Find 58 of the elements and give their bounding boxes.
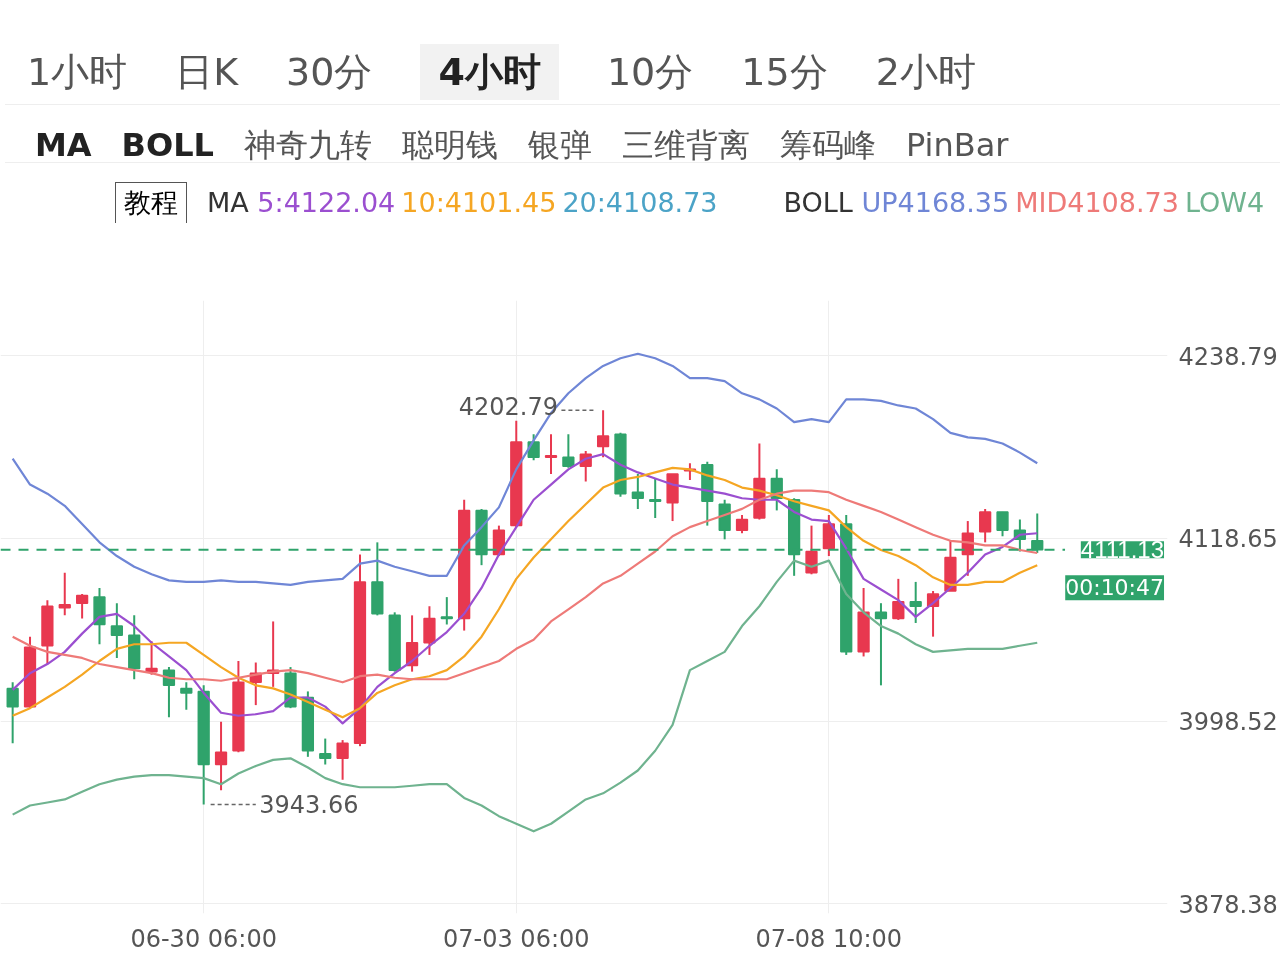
candlestick bbox=[649, 477, 662, 520]
text: BOLL bbox=[783, 187, 854, 218]
text: 教程 bbox=[115, 182, 187, 224]
text: 神奇九转 bbox=[243, 126, 372, 164]
text: MA bbox=[35, 126, 92, 164]
text: 10:4101.45 bbox=[401, 187, 557, 218]
candlestick bbox=[892, 577, 905, 621]
candlestick bbox=[336, 739, 349, 781]
text: 15分 bbox=[741, 50, 828, 94]
text: MID4108.73 bbox=[1015, 187, 1179, 218]
text: 1小时 bbox=[27, 50, 128, 94]
text: LOW4 bbox=[1184, 187, 1265, 218]
y-tick-label: 4118.65 bbox=[1178, 525, 1278, 554]
candlestick bbox=[180, 681, 193, 711]
candlestick bbox=[440, 596, 453, 626]
text: 4小时 bbox=[420, 44, 559, 100]
candlestick bbox=[75, 593, 89, 620]
y-tick-label: 4238.79 bbox=[1178, 342, 1278, 371]
candlestick bbox=[631, 472, 644, 510]
candlestick bbox=[996, 510, 1009, 538]
candlestick bbox=[145, 640, 158, 676]
text: 00:10:47 bbox=[1065, 575, 1165, 601]
candlestick bbox=[909, 580, 922, 624]
y-tick-label: 3878.38 bbox=[1178, 890, 1278, 919]
x-tick-label: 07-03 06:00 bbox=[443, 924, 590, 953]
text: 2小时 bbox=[875, 50, 976, 94]
line-series bbox=[11, 352, 1039, 587]
candlestick bbox=[805, 524, 818, 576]
text: 10分 bbox=[606, 50, 694, 94]
candlestick bbox=[874, 602, 888, 687]
annotation: 3943.66 bbox=[259, 791, 359, 820]
x-tick-label: 06-30 06:00 bbox=[130, 924, 277, 953]
candlestick bbox=[319, 737, 332, 766]
candlestick bbox=[6, 681, 19, 745]
text: 5:4122.04 bbox=[257, 187, 396, 218]
candlestick bbox=[735, 513, 749, 535]
annotation: 4202.79 bbox=[458, 393, 558, 422]
x-tick-label: 07-08 10:00 bbox=[755, 924, 903, 953]
candlestick bbox=[562, 433, 575, 469]
text: UP4168.35 bbox=[861, 187, 1010, 218]
text: 筹码峰 bbox=[779, 126, 876, 164]
candlestick bbox=[596, 409, 610, 459]
candlestick bbox=[979, 507, 992, 544]
legend-label: 20:4108.73 bbox=[562, 187, 718, 218]
candlestick bbox=[214, 720, 228, 792]
candlestick bbox=[58, 571, 71, 617]
text: 30分 bbox=[286, 50, 373, 94]
text: 聪明钱 bbox=[401, 126, 498, 164]
text: 银弹 bbox=[527, 126, 592, 164]
text: 三维背离 bbox=[621, 126, 750, 164]
y-tick-label: 3998.52 bbox=[1178, 708, 1278, 737]
text: 日K bbox=[175, 50, 239, 94]
candlestick bbox=[110, 602, 123, 659]
text: BOLL bbox=[121, 126, 214, 164]
text: MA bbox=[207, 187, 250, 218]
candlestick bbox=[544, 433, 558, 475]
ref-line-label: 4111.13 bbox=[1080, 536, 1165, 564]
text: PinBar bbox=[905, 126, 1009, 164]
